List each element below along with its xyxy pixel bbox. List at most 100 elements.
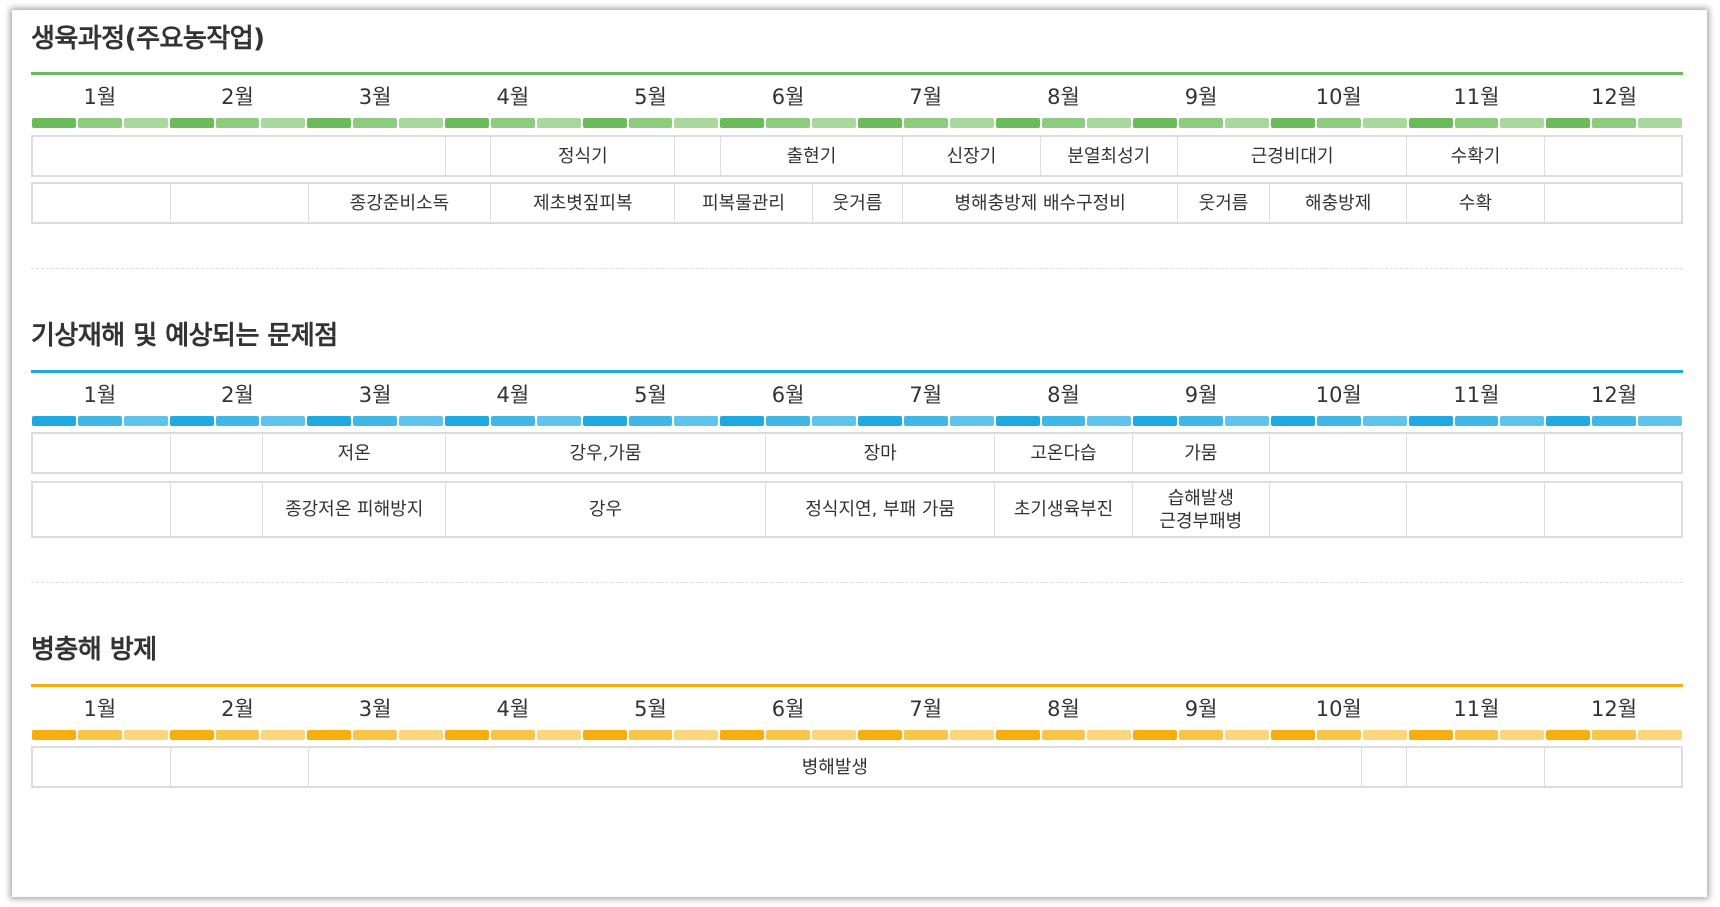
schedule-cell [170, 748, 307, 786]
month-bar-segment [307, 416, 352, 426]
schedule-cell: 강우 [445, 483, 765, 536]
month-bar-segment [1133, 118, 1178, 128]
schedule-cell [674, 137, 719, 175]
month-label: 2월 [221, 697, 254, 721]
month-label: 10월 [1315, 383, 1362, 407]
month-label: 12월 [1591, 697, 1638, 721]
schedule-cell: 가뭄 [1131, 434, 1269, 472]
schedule-cell [33, 184, 170, 222]
month-bar-segment [628, 118, 673, 128]
problem-row: 종강저온 피해방지 강우 정식지연, 부패 가뭄 초기생육부진 습해발생 근경부패병 [31, 481, 1683, 538]
section-title: 병충해 방제 [31, 635, 157, 665]
month-bar-segment [1592, 730, 1637, 740]
month-bar-segment [1500, 730, 1545, 740]
schedule-cell: 분열최성기 [1039, 137, 1177, 175]
month-label: 1월 [83, 383, 117, 407]
month-bar-segment [582, 416, 627, 426]
month-label: 12월 [1591, 383, 1638, 407]
title-rule [31, 684, 1683, 687]
schedule-cell [1269, 483, 1406, 536]
month-bar-segment [1592, 118, 1637, 128]
month-bar-segment [353, 416, 398, 426]
month-bar-segment [1225, 416, 1269, 426]
month-bar-segment [720, 730, 765, 740]
schedule-cell: 출현기 [719, 137, 903, 175]
month-bar-segment [215, 118, 260, 128]
month-bar-segment [1454, 416, 1499, 426]
month-bar-segment [1225, 118, 1269, 128]
month-bar-segment [1271, 416, 1315, 426]
month-header: 1월 2월 3월 4월 5월 6월 7월 8월 9월 10월 11월 12월 [31, 380, 1683, 410]
month-label: 11월 [1453, 85, 1500, 109]
schedule-cell [33, 748, 170, 786]
month-bar-segment [628, 416, 673, 426]
schedule-cell: 웃거름 [811, 184, 903, 222]
month-bar-segment [1546, 730, 1591, 740]
month-bar-segment [399, 416, 443, 426]
month-bar-segment [1225, 730, 1269, 740]
month-bar-segment [949, 730, 994, 740]
schedule-cell [1406, 483, 1543, 536]
month-bar-segment [169, 730, 214, 740]
schedule-cell: 강우,가뭄 [445, 434, 765, 472]
month-bar-segment [903, 416, 948, 426]
month-bar-segment [1316, 118, 1361, 128]
month-bar-segment [1500, 118, 1545, 128]
month-bar-segment [582, 118, 627, 128]
month-label: 5월 [634, 383, 667, 407]
month-bar-segment [1362, 118, 1407, 128]
month-bar-segment [766, 118, 811, 128]
schedule-cell: 해충방제 [1269, 184, 1406, 222]
month-bar-segment [903, 118, 948, 128]
month-header: 1월 2월 3월 4월 5월 6월 7월 8월 9월 10월 11월 12월 [31, 82, 1683, 112]
month-bar-segment [123, 118, 168, 128]
month-bar-segment [674, 730, 719, 740]
schedule-cell [1406, 748, 1543, 786]
schedule-cell [1543, 748, 1681, 786]
schedule-cell [1269, 434, 1406, 472]
month-label: 11월 [1453, 383, 1500, 407]
month-label: 11월 [1453, 697, 1500, 721]
month-label: 3월 [358, 85, 392, 109]
hazard-row: 저온 강우,가뭄 장마 고온다습 가뭄 [31, 432, 1683, 474]
month-bar-segment [766, 730, 811, 740]
schedule-cell: 수확 [1406, 184, 1543, 222]
month-bar-segment [1041, 118, 1086, 128]
month-label: 4월 [496, 697, 530, 721]
month-label: 9월 [1184, 383, 1218, 407]
schedule-cell: 고온다습 [994, 434, 1131, 472]
schedule-cell: 장마 [764, 434, 994, 472]
schedule-cell [170, 483, 262, 536]
month-bar-segment [1592, 416, 1637, 426]
schedule-cell [33, 137, 445, 175]
section-divider [31, 268, 1683, 269]
month-bar-segment [995, 416, 1040, 426]
schedule-cell: 정식지연, 부패 가뭄 [764, 483, 994, 536]
month-bar-segment [123, 416, 168, 426]
month-bar-segment [1316, 416, 1361, 426]
month-bar-segment [490, 730, 535, 740]
schedule-cell [170, 434, 262, 472]
month-bar-segment [1271, 730, 1315, 740]
month-bar-segment [77, 416, 122, 426]
schedule-cell [1543, 184, 1681, 222]
section-title: 기상재해 및 예상되는 문제점 [31, 321, 338, 351]
month-label: 9월 [1184, 85, 1218, 109]
month-bar-segment [858, 730, 902, 740]
month-bar-segment [1638, 416, 1682, 426]
month-bar-segment [1546, 118, 1591, 128]
month-bar-segment [1408, 118, 1453, 128]
schedule-cell [33, 483, 170, 536]
month-label: 5월 [634, 85, 667, 109]
month-bar-segment [628, 730, 673, 740]
month-bar-segment [1316, 730, 1361, 740]
month-bar-segment [949, 118, 994, 128]
month-bar-segment [1041, 730, 1086, 740]
schedule-cell [1543, 137, 1681, 175]
month-bar-segment [995, 730, 1040, 740]
schedule-cell: 피복물관리 [674, 184, 811, 222]
month-bar-segment [903, 730, 948, 740]
month-header: 1월 2월 3월 4월 5월 6월 7월 8월 9월 10월 11월 12월 [31, 694, 1683, 724]
month-bar-segment [1087, 416, 1132, 426]
schedule-cell: 근경비대기 [1176, 137, 1406, 175]
